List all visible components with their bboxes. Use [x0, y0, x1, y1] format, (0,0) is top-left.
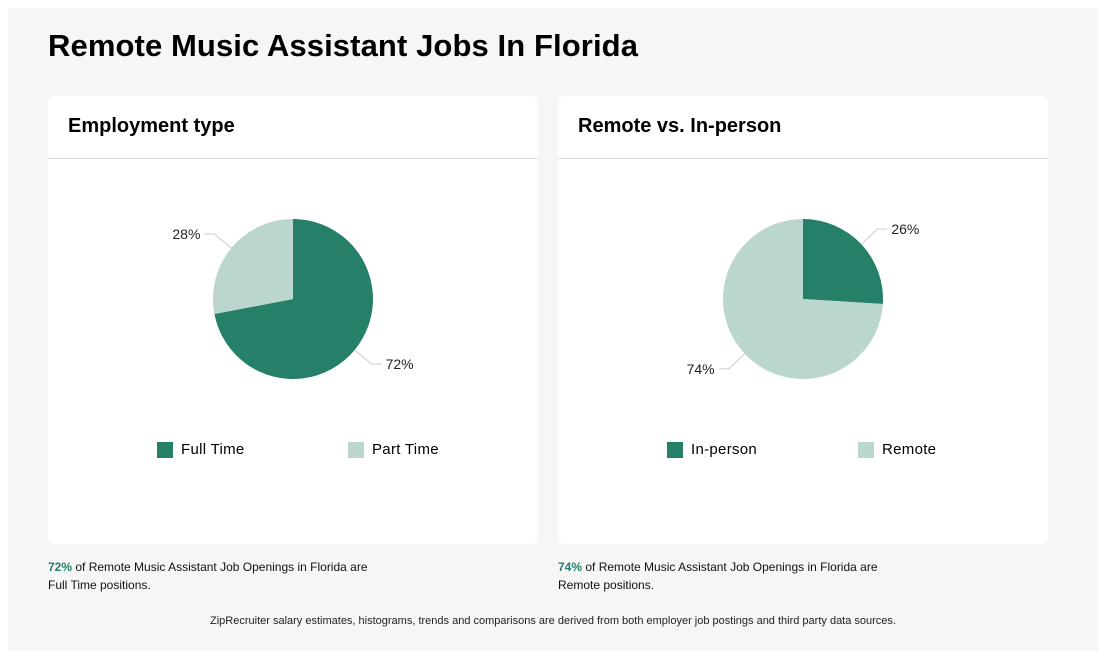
- employment-summary: 72% of Remote Music Assistant Job Openin…: [48, 558, 388, 594]
- legend: In-person Remote: [558, 441, 1048, 465]
- legend-swatch: [667, 441, 683, 458]
- summary-percent: 74%: [558, 560, 583, 574]
- remote-vs-in-person-pie-chart: 26% 74%: [687, 219, 919, 379]
- slice-label-line: [718, 353, 746, 370]
- slice-label-line: [860, 228, 888, 245]
- footnote: ZipRecruiter salary estimates, histogram…: [210, 615, 896, 627]
- employment-type-card: Employment type 72% 28% Full Time Part Ti…: [48, 96, 538, 544]
- remote-vs-in-person-card: Remote vs. In-person 26% 74% In-person Re…: [558, 96, 1048, 544]
- pie-slice-in-person[interactable]: [803, 219, 883, 305]
- page-title: Remote Music Assistant Jobs In Florida: [48, 28, 639, 63]
- slice-value-label: 28%: [172, 226, 200, 242]
- remote-summary: 74% of Remote Music Assistant Job Openin…: [558, 558, 898, 594]
- legend-label: Full Time: [181, 441, 245, 458]
- slice-label-line: [204, 233, 232, 249]
- slice-value-label: 26%: [891, 221, 919, 237]
- slice-value-label: 72%: [386, 356, 414, 372]
- page-frame: Remote Music Assistant Jobs In Florida E…: [8, 8, 1098, 651]
- legend-label: In-person: [691, 441, 758, 458]
- employment-type-pie-chart: 72% 28%: [172, 219, 414, 379]
- legend: Full Time Part Time: [48, 441, 538, 465]
- card-title: Employment type: [68, 115, 235, 137]
- pie-slice-remote[interactable]: [723, 219, 883, 379]
- legend-swatch: [157, 441, 173, 458]
- legend-item-full-time[interactable]: Full Time: [157, 441, 245, 458]
- legend-label: Part Time: [372, 441, 439, 458]
- legend-item-part-time[interactable]: Part Time: [348, 441, 439, 458]
- summary-text: of Remote Music Assistant Job Openings i…: [48, 560, 368, 592]
- card-divider: [558, 158, 1048, 159]
- pie-slice-full-time[interactable]: [214, 219, 373, 379]
- summary-text: of Remote Music Assistant Job Openings i…: [558, 560, 878, 592]
- legend-item-remote[interactable]: Remote: [858, 441, 936, 458]
- legend-swatch: [348, 441, 364, 458]
- legend-label: Remote: [882, 441, 937, 458]
- slice-label-line: [354, 349, 382, 365]
- card-divider: [48, 158, 538, 159]
- summary-percent: 72%: [48, 560, 73, 574]
- legend-swatch: [858, 441, 874, 458]
- card-title: Remote vs. In-person: [578, 115, 782, 137]
- pie-slice-part-time[interactable]: [213, 219, 293, 314]
- slice-value-label: 74%: [687, 361, 715, 377]
- legend-item-in-person[interactable]: In-person: [667, 441, 757, 458]
